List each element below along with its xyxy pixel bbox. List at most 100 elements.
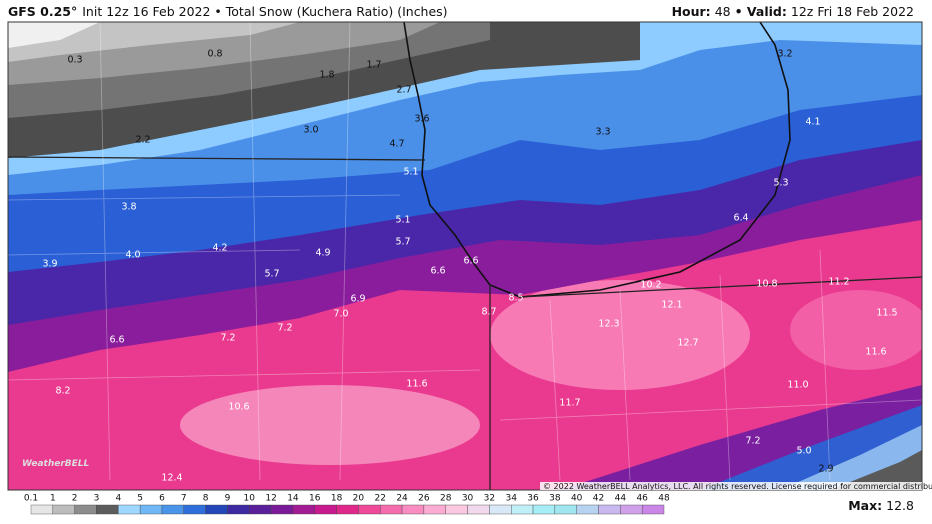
snow-total-label: 1.7	[366, 60, 381, 71]
snow-total-label: 4.7	[389, 139, 404, 150]
snow-total-label: 2.7	[396, 85, 411, 96]
map-background	[8, 22, 922, 490]
color-swatch	[183, 504, 206, 515]
snow-total-label: 10.6	[228, 402, 249, 413]
snow-total-label: 8.7	[481, 307, 496, 318]
color-swatch	[423, 504, 446, 515]
snow-total-label: 12.1	[661, 300, 682, 311]
snow-total-label: 4.0	[125, 250, 140, 261]
colorbar-label: 48	[658, 494, 670, 504]
copyright: © 2022 WeatherBELL Analytics, LLC. All r…	[543, 482, 932, 491]
snow-total-label: 7.2	[277, 323, 292, 334]
color-swatch	[489, 504, 512, 515]
color-swatch	[139, 504, 163, 515]
colorbar-label: 36	[527, 494, 539, 504]
color-swatch	[511, 504, 534, 515]
snow-total-label: 7.2	[220, 333, 235, 344]
snow-total-label: 3.9	[42, 259, 57, 270]
color-swatch	[314, 504, 337, 515]
colorbar-label: 7	[181, 494, 187, 504]
max-label: Max:	[848, 498, 882, 513]
snow-total-label: 5.1	[395, 215, 410, 226]
snow-total-label: 1.8	[319, 70, 334, 81]
color-swatch	[576, 504, 599, 515]
color-swatch	[336, 504, 359, 515]
color-swatch	[641, 504, 665, 515]
header-valid: 12z Fri 18 Feb 2022	[791, 4, 914, 19]
snow-total-label: 6.9	[350, 294, 365, 305]
snow-total-label: 3.0	[303, 125, 318, 136]
snow-total-label: 5.3	[773, 178, 788, 189]
color-swatch	[401, 504, 425, 515]
colorbar-label: 12	[265, 494, 276, 504]
color-swatch	[227, 504, 250, 515]
colorbar-label: 30	[462, 494, 474, 504]
snow-total-label: 7.0	[333, 309, 348, 320]
color-swatch	[380, 504, 403, 515]
snow-total-label: 5.7	[395, 237, 410, 248]
color-swatch	[467, 504, 490, 515]
color-swatch	[96, 504, 119, 515]
color-swatch	[270, 504, 294, 515]
colorbar-label: 16	[309, 494, 321, 504]
colorbar-label: 4	[115, 494, 121, 504]
color-swatch	[249, 504, 272, 515]
snow-total-label: 8.2	[55, 386, 70, 397]
colorbar-label: 6	[159, 494, 165, 504]
color-swatch	[30, 504, 54, 515]
color-swatch	[205, 504, 228, 515]
color-swatch	[445, 504, 468, 515]
colorbar-label: 2	[72, 494, 78, 504]
colorbar-label: 42	[593, 494, 604, 504]
header-hour-label: Hour:	[672, 4, 711, 19]
color-swatch	[358, 504, 381, 515]
color-swatch	[161, 504, 184, 515]
colorbar-label: 46	[636, 494, 648, 504]
snow-total-label: 0.8	[207, 49, 222, 60]
snow-total-label: 11.7	[559, 398, 580, 409]
colorbar-label: 44	[615, 494, 627, 504]
colorbar-label: 8	[203, 494, 209, 504]
colorbar-label: 3	[94, 494, 100, 504]
snow-total-label: 11.2	[828, 277, 849, 288]
map-frame	[7, 21, 923, 491]
snow-total-label: 12.7	[677, 338, 698, 349]
header-model: GFS 0.25°	[8, 4, 77, 19]
colorbar-label: 10	[244, 494, 256, 504]
color-swatch	[554, 504, 577, 515]
color-swatch	[118, 504, 141, 515]
snow-total-label: 2.9	[818, 464, 833, 475]
header-right: Hour: 48 • Valid: 12z Fri 18 Feb 2022	[672, 4, 914, 19]
max-number: 12.8	[886, 498, 914, 513]
header-left: GFS 0.25° Init 12z 16 Feb 2022 • Total Sn…	[8, 4, 448, 19]
snow-total-label: 3.3	[595, 127, 610, 138]
colorbar-label: 38	[549, 494, 561, 504]
colorbar-label: 32	[484, 494, 495, 504]
snow-total-label: 6.4	[733, 213, 748, 224]
colorbar-label: 40	[571, 494, 583, 504]
snow-total-label: 6.6	[430, 266, 445, 277]
snow-total-label: 4.9	[315, 248, 330, 259]
snow-total-label: 5.7	[264, 269, 279, 280]
snow-total-label: 10.2	[640, 280, 661, 291]
snow-total-label: 11.5	[876, 308, 897, 319]
colorbar-label: 9	[225, 494, 231, 504]
snow-total-label: 3.8	[121, 202, 136, 213]
color-swatch	[52, 504, 75, 515]
logo: WeatherBELL	[22, 459, 90, 469]
snow-total-label: 2.2	[135, 135, 150, 146]
snow-total-label: 6.6	[463, 256, 478, 267]
snow-total-label: 11.6	[406, 379, 427, 390]
color-swatch	[620, 504, 643, 515]
colorbar-label: 28	[440, 494, 452, 504]
colorbar-label: 18	[331, 494, 343, 504]
snow-total-label: 11.0	[787, 380, 808, 391]
color-swatch	[532, 504, 556, 515]
snow-total-label: 10.8	[756, 279, 777, 290]
snow-total-label: 3.2	[777, 49, 792, 60]
colorbar-label: 26	[418, 494, 430, 504]
snow-total-label: 5.1	[403, 167, 418, 178]
snow-total-label: 12.3	[598, 319, 619, 330]
colorbar-label: 1	[50, 494, 56, 504]
